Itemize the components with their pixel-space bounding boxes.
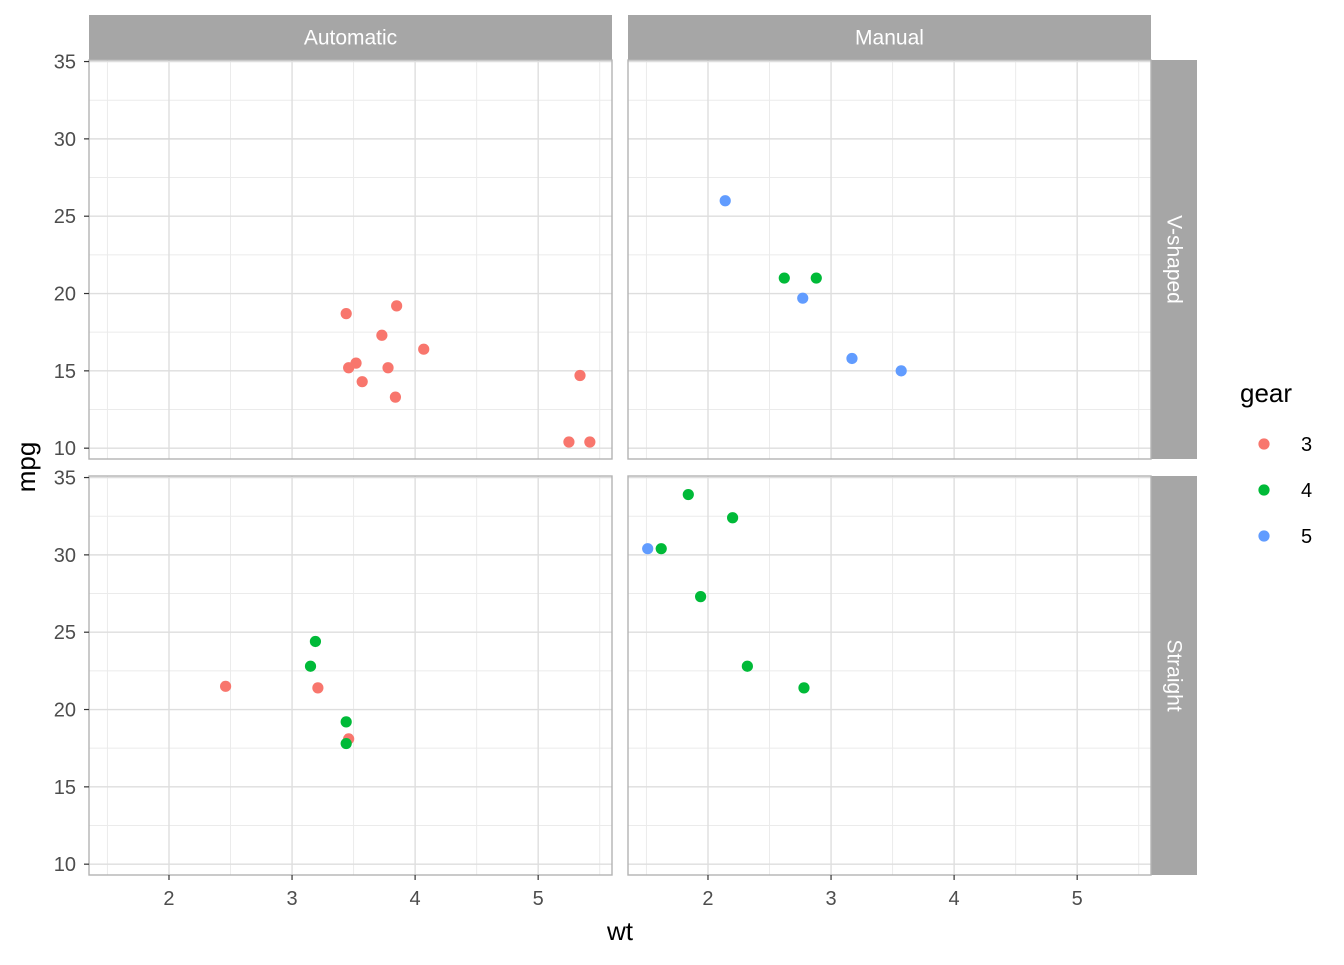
data-point-gear-3 (391, 300, 403, 312)
x-tick-label: 4 (949, 888, 960, 910)
legend-label: 5 (1301, 526, 1312, 548)
y-tick-label: 15 (54, 777, 76, 799)
y-axis-title: mpg (11, 442, 41, 493)
x-tick-label: 5 (533, 888, 544, 910)
facet-strip-straight (1151, 476, 1197, 875)
data-point-gear-4 (682, 488, 694, 501)
panel-border (627, 475, 1152, 876)
data-point-gear-4 (741, 660, 753, 672)
y-tick-label: 25 (54, 206, 76, 228)
panel-border (88, 475, 613, 876)
x-tick-label: 5 (1072, 888, 1083, 910)
data-point-gear-4 (727, 512, 739, 524)
y-tick-label: 20 (54, 700, 76, 722)
facet-strip-label: Manual (855, 27, 924, 50)
data-point-gear-3 (418, 343, 430, 355)
data-point-gear-3 (563, 436, 575, 448)
y-tick-label: 35 (54, 52, 76, 74)
data-point-gear-4 (778, 272, 790, 284)
y-tick-label: 30 (54, 545, 76, 567)
data-point-gear-5 (797, 292, 809, 304)
data-point-gear-4 (340, 716, 352, 728)
legend-label: 4 (1301, 480, 1312, 502)
legend-swatch-3 (1258, 438, 1270, 450)
x-tick-label: 3 (286, 888, 297, 910)
data-point-gear-3 (382, 362, 394, 374)
data-point-gear-5 (895, 365, 907, 377)
data-point-gear-4 (655, 543, 667, 555)
data-point-gear-4 (798, 682, 810, 694)
facet-strip-manual (628, 15, 1151, 60)
x-tick-label: 4 (410, 888, 421, 910)
y-tick-label: 25 (54, 622, 76, 644)
data-point-gear-4 (304, 660, 317, 672)
x-tick-label: 3 (825, 888, 836, 910)
data-point-gear-5 (719, 195, 731, 207)
legend-swatch-5 (1258, 530, 1270, 542)
panel-border (627, 59, 1152, 460)
y-tick-label: 20 (54, 284, 76, 306)
facet-strip-automatic (89, 15, 612, 60)
facet-strip-label: Automatic (304, 27, 397, 50)
y-tick-label: 30 (54, 129, 76, 151)
data-point-gear-3 (376, 329, 388, 341)
data-point-gear-3 (350, 357, 362, 369)
legend-swatch-4 (1258, 484, 1270, 496)
data-point-gear-3 (356, 376, 368, 388)
data-point-gear-5 (846, 352, 858, 365)
data-point-gear-3 (219, 680, 232, 692)
data-point-gear-3 (340, 308, 352, 320)
data-point-gear-3 (312, 682, 324, 694)
y-tick-label: 15 (54, 361, 76, 383)
facet-strip-label: Straight (1163, 639, 1186, 712)
facet-strip-v-shaped (1151, 60, 1197, 459)
facet-strip-label: V-shaped (1163, 215, 1186, 304)
data-point-gear-3 (584, 436, 596, 448)
y-tick-label: 35 (54, 468, 76, 490)
data-point-gear-4 (810, 272, 822, 284)
legend-title: gear (1240, 378, 1292, 408)
legend-label: 3 (1301, 434, 1312, 456)
data-point-gear-3 (574, 369, 586, 382)
x-tick-label: 2 (163, 888, 174, 910)
y-tick-label: 10 (54, 854, 76, 876)
data-point-gear-4 (340, 737, 352, 750)
data-point-gear-4 (309, 635, 322, 648)
y-tick-label: 10 (54, 438, 76, 460)
data-point-gear-3 (389, 391, 402, 403)
data-point-gear-5 (642, 543, 654, 555)
x-axis-title: wt (606, 916, 634, 946)
panel-border (88, 59, 613, 460)
data-point-gear-4 (695, 591, 707, 603)
x-tick-label: 2 (702, 888, 713, 910)
